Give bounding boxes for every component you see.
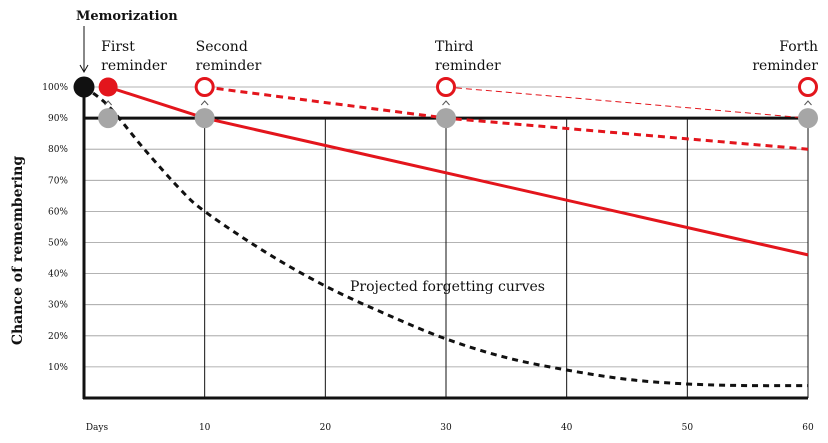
y-tick-label: 80% [48,145,68,155]
x-tick-label: 40 [561,423,573,433]
curves-annotation: Projected forgetting curves [350,279,545,295]
markers [73,26,818,129]
chevron-up-icon [104,100,113,106]
chevron-up-icon [442,100,450,106]
y-tick-label: 10% [48,363,68,373]
reminder-marker-ring [194,77,215,97]
y-tick-label: 50% [48,239,68,249]
reminder-marker-filled [98,77,118,97]
y-tick-label: 100% [42,83,68,93]
reminder-label: First [101,39,135,55]
x-axis-label: Days [86,423,109,433]
x-tick-label: 60 [802,423,814,433]
x-tick-label: 10 [199,423,211,433]
reminder-trigger-marker [194,108,215,129]
reminder-label: Forth [779,39,818,55]
chevron-up-icon [804,100,812,106]
chevron-up-icon [200,100,209,106]
y-tick-label: 60% [48,207,68,217]
y-tick-label: 30% [48,301,68,311]
curve-after-third-reminder [445,86,809,119]
reminder-label: reminder [196,58,262,74]
y-tick-label: 70% [48,176,68,186]
memorization-marker [73,76,95,98]
reminder-trigger-marker [98,108,119,129]
x-tick-label: 30 [440,423,452,433]
reminder-label: reminder [752,58,818,74]
reminder-trigger-marker [798,108,818,129]
labels: 100% 90% 80% 70% 60% 50% 40% 30% 20% 10% Days 10 20 3… [10,9,818,433]
y-tick-label: 40% [48,270,68,280]
reminder-label: Third [435,39,474,55]
reminder-label: reminder [101,58,167,74]
curve-after-first-reminder [107,85,809,257]
y-axis-title: Chance of remembering [10,156,26,345]
reminder-label: reminder [435,58,501,74]
x-tick-label: 50 [682,423,694,433]
reminder-marker-ring [798,77,818,97]
reminder-trigger-marker [436,108,456,129]
grid [84,86,809,398]
y-tick-label: 90% [48,114,68,124]
chart-title: Memorization [76,9,178,24]
y-tick-label: 20% [48,332,68,342]
reminder-label: Second [196,39,248,55]
x-tick-label: 20 [320,423,332,433]
reminder-marker-ring [436,77,456,97]
curve-no-reminder [83,85,809,388]
arrow-head-icon [79,64,89,74]
